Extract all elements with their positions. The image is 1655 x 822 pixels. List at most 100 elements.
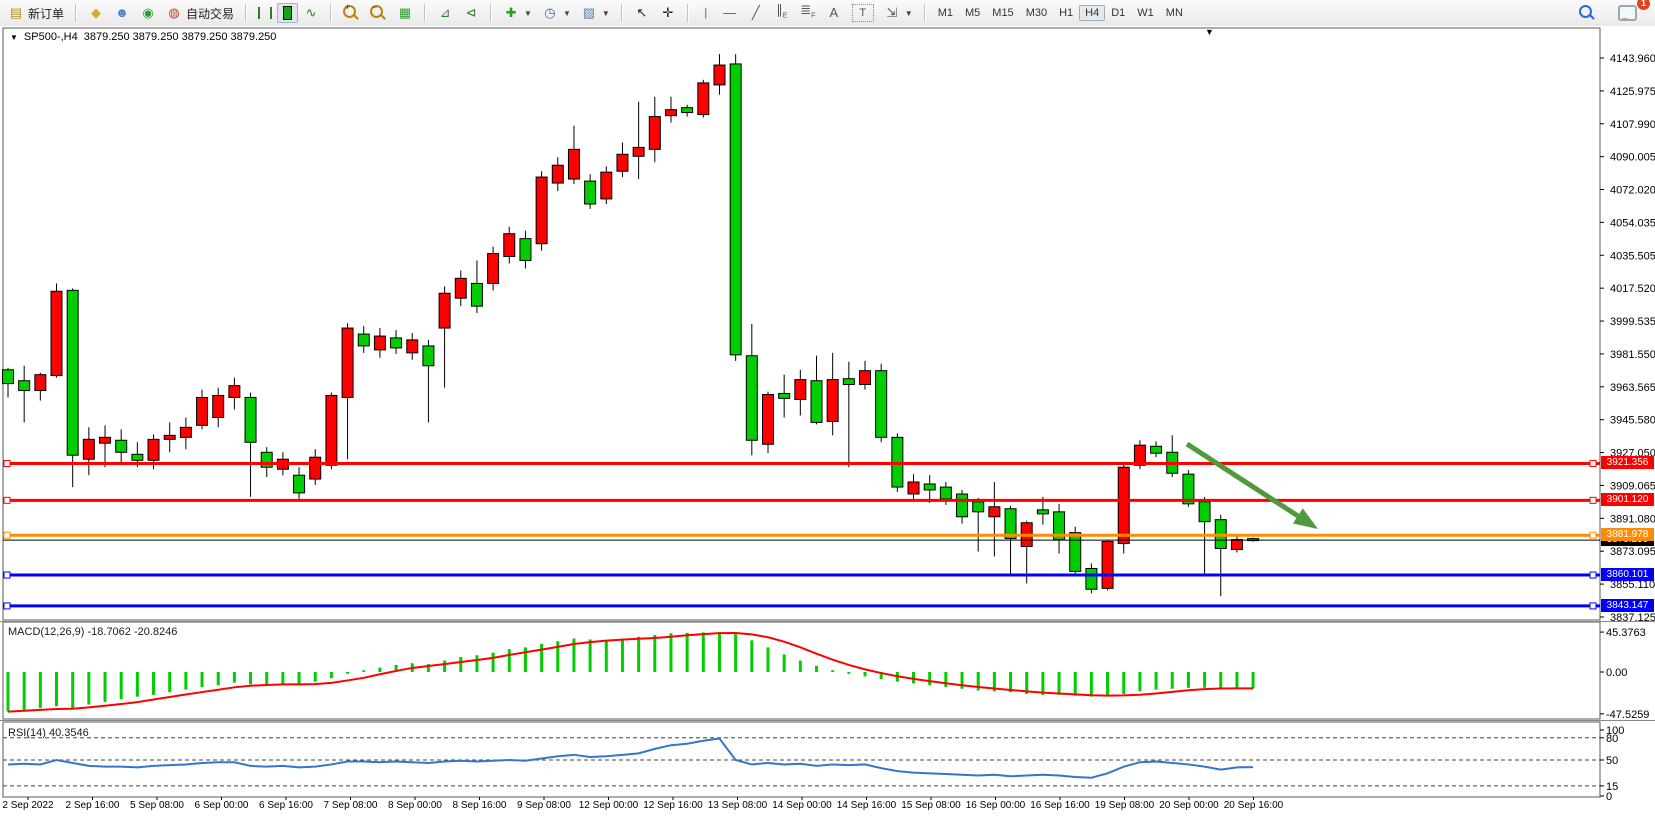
- autotrading-icon: ◍: [168, 5, 180, 20]
- notifications-button[interactable]: 1: [1613, 0, 1650, 23]
- timeframe-group: M1 M5 M15 M30 H1 H4 D1 W1 MN: [929, 0, 1192, 26]
- accounts-button[interactable]: ☻: [109, 3, 135, 23]
- user-icon: ☻: [115, 5, 129, 20]
- search-button[interactable]: [1574, 3, 1601, 23]
- svg-text:3999.535: 3999.535: [1610, 316, 1655, 328]
- channel-button[interactable]: ∥E: [769, 0, 795, 26]
- new-order-icon: ▤: [9, 5, 23, 20]
- zoom-out-button[interactable]: −: [365, 2, 392, 23]
- auto-scroll-button[interactable]: ⊿: [432, 3, 458, 23]
- svg-text:5 Sep 08:00: 5 Sep 08:00: [130, 800, 184, 811]
- period-button[interactable]: ◷ ▼: [537, 3, 576, 23]
- tab-timeframe-D1[interactable]: D1: [1111, 7, 1126, 19]
- horizontal-line-button[interactable]: —: [717, 3, 743, 23]
- svg-text:50: 50: [1606, 755, 1618, 767]
- signal-icon: ◉: [142, 5, 154, 20]
- main-toolbar: ▤ 新订单 ◆ ☻ ◉ ◍ 自动交易 ∿ + − ▦ ⊿ ⊲ ✚ ▼ ◷ ▼ ▨ ▼ …: [0, 0, 1655, 27]
- price-lines-layer[interactable]: [3, 459, 1600, 610]
- svg-text:8 Sep 16:00: 8 Sep 16:00: [453, 800, 507, 811]
- tab-timeframe-M15[interactable]: M15: [992, 7, 1014, 19]
- crosshair-icon: ✛: [662, 5, 674, 20]
- separator: [245, 4, 248, 22]
- vertical-line-button[interactable]: |: [695, 3, 717, 23]
- tab-timeframe-H1[interactable]: H1: [1059, 7, 1074, 19]
- zoom-in-button[interactable]: +: [338, 2, 365, 23]
- profile-icon: ◆: [91, 5, 102, 20]
- svg-text:3909.065: 3909.065: [1610, 480, 1655, 492]
- separator: [923, 4, 926, 22]
- svg-text:100: 100: [1606, 725, 1624, 737]
- fibonacci-icon: ≣F: [800, 1, 816, 20]
- svg-text:4125.975: 4125.975: [1610, 86, 1655, 98]
- chevron-down-icon: ▼: [904, 8, 913, 18]
- macd-pane[interactable]: 45.3763 0.00 -47.5259: [6, 627, 1649, 721]
- svg-text:7 Sep 08:00: 7 Sep 08:00: [324, 800, 378, 811]
- price-line-badge: 3901.120: [1601, 493, 1654, 507]
- chart-shift-button[interactable]: ⊲: [458, 3, 484, 23]
- svg-text:4090.005: 4090.005: [1610, 152, 1655, 164]
- autotrading-label: 自动交易: [186, 6, 235, 21]
- separator: [75, 4, 78, 22]
- tile-windows-button[interactable]: ▦: [392, 3, 418, 23]
- tab-timeframe-M30[interactable]: M30: [1025, 7, 1048, 19]
- svg-text:4143.960: 4143.960: [1610, 53, 1655, 65]
- new-order-button[interactable]: ▤ 新订单: [3, 3, 69, 24]
- trendline-button[interactable]: ╱: [743, 3, 769, 23]
- signals-button[interactable]: ◉: [135, 3, 161, 23]
- tab-timeframe-M5[interactable]: M5: [965, 7, 981, 19]
- arrows-button[interactable]: ⇲ ▼: [879, 3, 918, 23]
- rsi-indicator-label: RSI(14) 40.3546: [8, 727, 89, 739]
- tab-timeframe-W1[interactable]: W1: [1137, 7, 1154, 19]
- line-chart-button[interactable]: ∿: [298, 3, 324, 23]
- crosshair-button[interactable]: ✛: [655, 3, 681, 23]
- svg-text:15: 15: [1606, 781, 1618, 793]
- fibonacci-button[interactable]: ≣F: [795, 0, 821, 26]
- chevron-down-icon: ▼: [601, 8, 610, 18]
- trendline-icon: ╱: [751, 5, 760, 20]
- chart-window[interactable]: 4143.960 4125.975 4107.990 4090.005 4072.020…: [0, 26, 1655, 822]
- profile-button[interactable]: ◆: [83, 3, 109, 23]
- svg-text:4035.505: 4035.505: [1610, 250, 1655, 262]
- svg-text:0: 0: [1606, 791, 1612, 803]
- scroll-marker-icon[interactable]: ▼: [1205, 27, 1214, 37]
- candlestick-chart-button[interactable]: [277, 3, 299, 23]
- separator: [490, 4, 493, 22]
- text-label-button[interactable]: T: [847, 2, 879, 24]
- price-axis[interactable]: 4143.960 4125.975 4107.990 4090.005 4072.020…: [1600, 53, 1655, 624]
- svg-text:3873.095: 3873.095: [1610, 546, 1655, 558]
- add-indicator-icon: ✚: [505, 5, 517, 20]
- svg-text:3855.110: 3855.110: [1610, 579, 1655, 591]
- cursor-button[interactable]: ↖: [629, 3, 655, 23]
- indicators-button[interactable]: ✚ ▼: [498, 3, 537, 23]
- arrow-annotation[interactable]: [1185, 441, 1318, 529]
- tile-windows-icon: ▦: [398, 5, 412, 20]
- chart-shift-icon: ⊲: [465, 5, 477, 20]
- svg-text:15 Sep 08:00: 15 Sep 08:00: [901, 800, 961, 811]
- svg-text:4017.520: 4017.520: [1610, 283, 1655, 295]
- svg-text:3891.080: 3891.080: [1610, 513, 1655, 525]
- text-button[interactable]: A: [821, 3, 847, 23]
- separator: [620, 4, 623, 22]
- separator: [330, 4, 333, 22]
- tab-timeframe-M1[interactable]: M1: [937, 7, 953, 19]
- svg-text:3837.125: 3837.125: [1610, 612, 1655, 624]
- tab-timeframe-MN[interactable]: MN: [1165, 7, 1183, 19]
- zoom-in-icon: +: [343, 2, 360, 21]
- cursor-icon: ↖: [636, 5, 648, 20]
- candles-layer: [2, 54, 1260, 597]
- tab-timeframe-H4[interactable]: H4: [1079, 5, 1106, 21]
- svg-text:6 Sep 16:00: 6 Sep 16:00: [259, 800, 313, 811]
- svg-text:14 Sep 00:00: 14 Sep 00:00: [772, 800, 832, 811]
- time-axis[interactable]: 2 Sep 2022 2 Sep 16:00 5 Sep 08:00 6 Sep 00…: [2, 797, 1284, 811]
- chevron-down-icon: ▼: [524, 8, 532, 18]
- price-line-badge: 3881.978: [1601, 528, 1654, 542]
- collapse-triangle-icon[interactable]: ▼: [10, 32, 18, 42]
- bar-chart-button[interactable]: [253, 5, 277, 21]
- templates-button[interactable]: ▨ ▼: [576, 3, 615, 23]
- autotrading-button[interactable]: ◍ 自动交易: [161, 3, 239, 24]
- svg-text:6 Sep 00:00: 6 Sep 00:00: [195, 800, 249, 811]
- chart-canvas[interactable]: 4143.960 4125.975 4107.990 4090.005 4072.020…: [0, 26, 1655, 822]
- svg-text:4072.020: 4072.020: [1610, 185, 1655, 197]
- svg-text:19 Sep 08:00: 19 Sep 08:00: [1095, 800, 1155, 811]
